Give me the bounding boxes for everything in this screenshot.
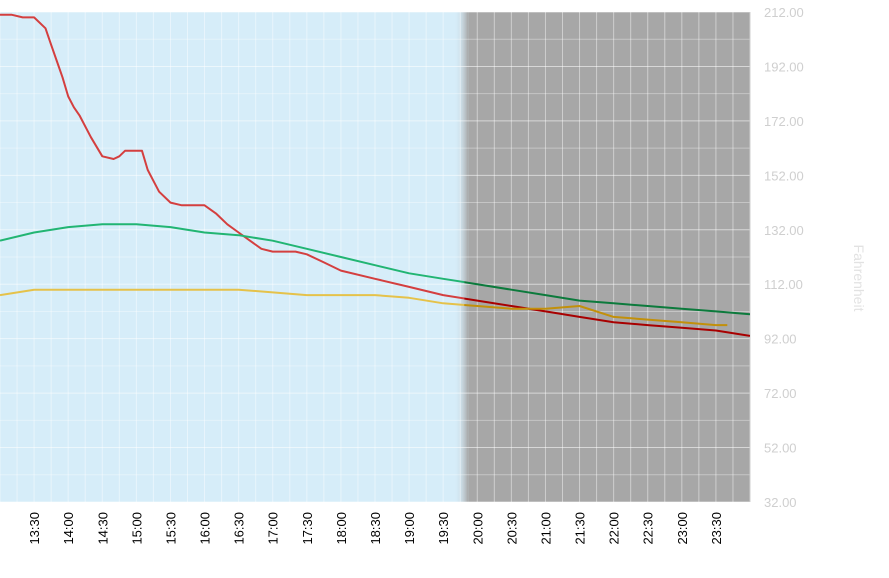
y-tick-label: 32.00 bbox=[764, 495, 797, 510]
x-tick-label: 17:30 bbox=[300, 512, 315, 545]
x-tick-label: 21:00 bbox=[539, 512, 554, 545]
y-tick-label: 152.00 bbox=[764, 168, 804, 183]
series-lines bbox=[0, 13, 750, 337]
x-tick-label: 19:00 bbox=[402, 512, 417, 545]
y-tick-label: 52.00 bbox=[764, 441, 797, 456]
y-tick-label: 172.00 bbox=[764, 114, 804, 129]
series-line-night bbox=[464, 281, 750, 316]
series-line-day bbox=[0, 288, 465, 306]
grid-lines bbox=[0, 11, 751, 503]
y-tick-label: 92.00 bbox=[764, 332, 797, 347]
plot-background bbox=[0, 12, 750, 502]
x-tick-label: 18:00 bbox=[334, 512, 349, 545]
y-tick-label: 212.00 bbox=[764, 5, 804, 20]
x-tick-label: 23:00 bbox=[675, 512, 690, 545]
x-tick-label: 22:00 bbox=[607, 512, 622, 545]
night-transition bbox=[454, 12, 469, 502]
y-tick-label: 132.00 bbox=[764, 223, 804, 238]
y-axis-label: Fahrenheit bbox=[851, 245, 867, 312]
x-tick-label: 20:00 bbox=[470, 512, 485, 545]
y-axis-ticks: 32.00 52.00 72.00 92.00 112.00 132.00 152.00 17… bbox=[764, 5, 804, 510]
series-line-day bbox=[0, 223, 465, 284]
y-tick-label: 112.00 bbox=[764, 277, 803, 292]
night-region bbox=[468, 12, 750, 502]
y-tick-label: 192.00 bbox=[764, 59, 804, 74]
series-line-night bbox=[464, 297, 750, 337]
x-tick-label: 15:00 bbox=[129, 512, 144, 545]
x-axis-ticks: 13:30 14:00 14:30 15:00 15:30 16:00 16:30 17:00… bbox=[27, 512, 724, 545]
x-tick-label: 16:00 bbox=[198, 512, 213, 545]
x-tick-label: 14:00 bbox=[61, 512, 76, 545]
x-tick-label: 17:00 bbox=[266, 512, 281, 545]
x-tick-label: 14:30 bbox=[95, 512, 110, 545]
x-tick-label: 20:30 bbox=[504, 512, 519, 545]
x-tick-label: 19:30 bbox=[436, 512, 451, 545]
x-tick-label: 18:30 bbox=[368, 512, 383, 545]
series-line-day bbox=[0, 13, 465, 300]
x-tick-label: 13:30 bbox=[27, 512, 42, 545]
series-line-night bbox=[464, 303, 728, 327]
x-tick-label: 23:30 bbox=[709, 512, 724, 545]
y-tick-label: 72.00 bbox=[764, 386, 797, 401]
x-tick-label: 22:30 bbox=[641, 512, 656, 545]
x-tick-label: 16:30 bbox=[232, 512, 247, 545]
x-tick-label: 15:30 bbox=[164, 512, 179, 545]
x-tick-label: 21:30 bbox=[573, 512, 588, 545]
